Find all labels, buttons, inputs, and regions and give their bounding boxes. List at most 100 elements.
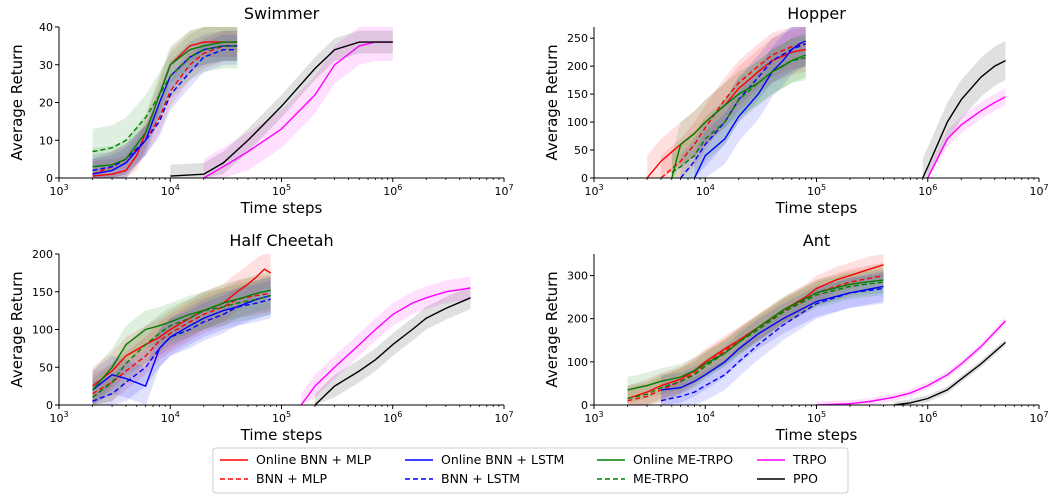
x-tick-label: 106: [383, 183, 402, 198]
chart-panel-3: 0 100 200 300 103 104 105 106 107 Ant Time steps Av…: [543, 231, 1049, 444]
series-line-bnn_lstm: [92, 49, 238, 172]
y-tick-label: 20: [39, 97, 53, 110]
y-tick-label: 200: [567, 313, 588, 326]
series-band-online_me_trpo: [92, 27, 238, 178]
series-line-online_me_trpo: [671, 54, 806, 178]
y-tick-label: 30: [39, 59, 53, 72]
legend-label-online_me_trpo: Online ME-TRPO: [633, 452, 733, 467]
y-axis-label: Average Return: [543, 271, 561, 387]
series-line-me_trpo: [627, 281, 884, 400]
chart-title: Hopper: [787, 4, 846, 23]
x-tick-label: 104: [696, 410, 715, 425]
series-band-online_bnn_lstm: [92, 276, 271, 405]
legend-label-bnn_mlp: BNN + MLP: [256, 471, 327, 486]
series-band-bnn_mlp: [627, 262, 884, 405]
x-tick-label: 105: [272, 410, 291, 425]
y-axis-label: Average Return: [8, 44, 26, 160]
series-line-online_bnn_lstm: [660, 285, 884, 391]
y-tick-label: 0: [46, 399, 53, 412]
series-line-bnn_lstm: [92, 298, 271, 402]
legend-label-bnn_lstm: BNN + LSTM: [441, 471, 520, 486]
series-band-bnn_lstm: [680, 27, 806, 178]
x-axis-label: Time steps: [775, 199, 858, 217]
x-tick-label: 103: [584, 410, 603, 425]
legend-label-trpo: TRPO: [792, 452, 827, 467]
x-tick-label: 103: [49, 183, 68, 198]
y-tick-label: 0: [581, 172, 588, 185]
legend-label-online_bnn_mlp: Online BNN + MLP: [256, 452, 372, 467]
series-band-trpo: [301, 276, 471, 405]
x-tick-label: 107: [494, 410, 513, 425]
chart-title: Half Cheetah: [229, 231, 333, 250]
series-line-trpo: [203, 41, 393, 178]
x-tick-label: 107: [494, 183, 513, 198]
chart-panel-0: 0 10 20 30 40 103 104 105 106 107 Swimmer Time step…: [8, 4, 514, 217]
series-line-trpo: [300, 287, 471, 405]
series-line-me_trpo: [92, 45, 238, 153]
series-band-bnn_lstm: [661, 273, 884, 405]
series-band-trpo: [816, 317, 1006, 405]
x-tick-label: 105: [807, 183, 826, 198]
series-band-me_trpo: [92, 276, 271, 405]
series-band-bnn_lstm: [92, 34, 238, 178]
y-tick-label: 250: [567, 32, 588, 45]
legend-box: [212, 447, 849, 494]
series-line-online_bnn_lstm: [92, 45, 238, 175]
y-axis-label: Average Return: [543, 44, 561, 160]
series-line-me_trpo: [92, 294, 271, 398]
series-line-ppo: [922, 59, 1006, 178]
x-tick-label: 104: [161, 183, 180, 198]
series-band-bnn_mlp: [92, 274, 271, 405]
y-tick-label: 200: [567, 60, 588, 73]
legend-label-online_bnn_lstm: Online BNN + LSTM: [441, 452, 564, 467]
y-tick-label: 0: [46, 172, 53, 185]
x-tick-label: 103: [49, 410, 68, 425]
series-line-trpo: [816, 320, 1007, 405]
series-line-ppo: [894, 341, 1006, 405]
y-tick-label: 200: [32, 248, 53, 261]
series-band-trpo: [203, 27, 393, 178]
x-tick-label: 103: [584, 183, 603, 198]
x-tick-label: 106: [918, 410, 937, 425]
series-line-bnn_mlp: [660, 43, 806, 178]
y-tick-label: 50: [39, 361, 53, 374]
plot-area-3: [627, 254, 1007, 405]
series-line-trpo: [927, 96, 1006, 178]
x-tick-label: 106: [918, 183, 937, 198]
plot-area-2: [91, 254, 471, 405]
legend: Online BNN + MLP BNN + MLP Online BNN + LS…: [212, 447, 849, 494]
series-line-online_me_trpo: [91, 289, 271, 391]
series-band-me_trpo: [92, 27, 238, 175]
x-axis-label: Time steps: [240, 199, 323, 217]
y-tick-label: 150: [32, 286, 53, 299]
series-band-online_bnn_mlp: [92, 254, 271, 405]
plot-area-1: [646, 27, 1006, 178]
y-tick-label: 100: [567, 356, 588, 369]
y-tick-label: 0: [581, 399, 588, 412]
series-line-online_me_trpo: [92, 41, 238, 168]
x-tick-label: 106: [383, 410, 402, 425]
series-line-ppo: [170, 41, 393, 177]
y-tick-label: 100: [567, 116, 588, 129]
series-band-ppo: [170, 30, 393, 178]
x-tick-label: 104: [696, 183, 715, 198]
chart-panel-2: 0 50 100 150 200 103 104 105 106 107 Half Cheetah T…: [8, 231, 514, 444]
series-line-online_bnn_lstm: [693, 40, 806, 178]
series-band-ppo: [922, 41, 1006, 178]
series-line-bnn_lstm: [660, 287, 884, 402]
y-tick-label: 50: [574, 144, 588, 157]
chart-title: Ant: [803, 231, 830, 250]
plot-area-0: [92, 27, 393, 178]
chart-panel-1: 0 50 100 150 200 250 103 104 105 106 107 Hopper Time…: [543, 4, 1049, 217]
x-axis-label: Time steps: [240, 426, 323, 444]
legend-label-me_trpo: ME-TRPO: [633, 471, 689, 486]
chart-title: Swimmer: [244, 4, 320, 23]
x-tick-label: 107: [1029, 183, 1048, 198]
series-band-trpo: [927, 88, 1006, 178]
legend-label-ppo: PPO: [793, 471, 818, 486]
x-tick-label: 105: [272, 183, 291, 198]
y-tick-label: 40: [39, 21, 53, 34]
series-band-online_bnn_lstm: [661, 271, 884, 405]
series-band-online_me_trpo: [671, 32, 806, 178]
